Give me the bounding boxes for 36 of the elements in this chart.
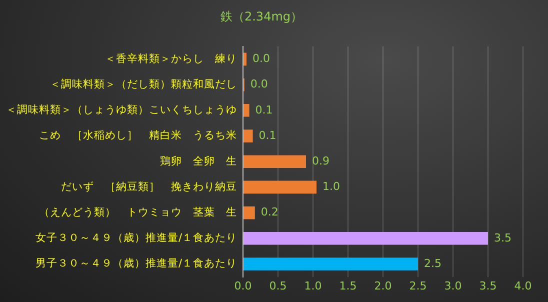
bar: [244, 155, 306, 168]
bar: [244, 206, 255, 220]
data-label: 0.1: [255, 103, 273, 116]
data-label: 3.5: [494, 231, 512, 244]
y-tick-label: 鶏卵 全卵 生: [160, 154, 237, 168]
y-tick-label: 男子３０～４９（歳）推進量/１食あたり: [35, 256, 237, 270]
y-tick-label: ＜調味料類＞（しょうゆ類）こいくちしょうゆ: [6, 103, 237, 116]
y-tick-label: だいず ［納豆類］ 挽きわり納豆: [61, 180, 237, 193]
y-tick-label: こめ ［水稲めし］ 精白米 うるち米: [39, 128, 237, 142]
chart-title: 鉄（2.34mg）: [220, 9, 303, 24]
data-label: 0.2: [260, 206, 278, 219]
y-tick-label: 女子３０～４９（歳）推進量/１食あたり: [35, 231, 237, 244]
data-label: 0.0: [252, 52, 270, 66]
bar: [244, 52, 246, 66]
text: 2.0: [374, 279, 392, 292]
bar: [244, 232, 488, 245]
y-tick-label: ＜香辛料類＞からし 練り: [105, 52, 237, 65]
bar: [244, 104, 250, 117]
text: 1.0: [304, 279, 322, 292]
text: 2.5: [409, 279, 427, 292]
y-tick-label: （えんどう類） トウミョウ 茎葉 生: [39, 206, 237, 219]
text: 3.5: [479, 279, 497, 292]
text: 0.0: [234, 279, 252, 292]
y-tick-label: ＜調味料類＞（だし類）顆粒和風だし: [50, 78, 237, 91]
text: 4.0: [514, 279, 532, 292]
data-label: 2.5: [424, 256, 442, 270]
bar: [244, 258, 418, 270]
text: 0.5: [269, 279, 287, 292]
bar: [244, 130, 253, 142]
bar: [244, 180, 316, 194]
data-label: 1.0: [322, 180, 340, 194]
text: 3.0: [444, 279, 462, 292]
data-label: 0.9: [312, 154, 330, 168]
data-label: 0.1: [258, 128, 276, 142]
text: 1.5: [339, 279, 357, 292]
data-label: 0.0: [250, 78, 268, 91]
